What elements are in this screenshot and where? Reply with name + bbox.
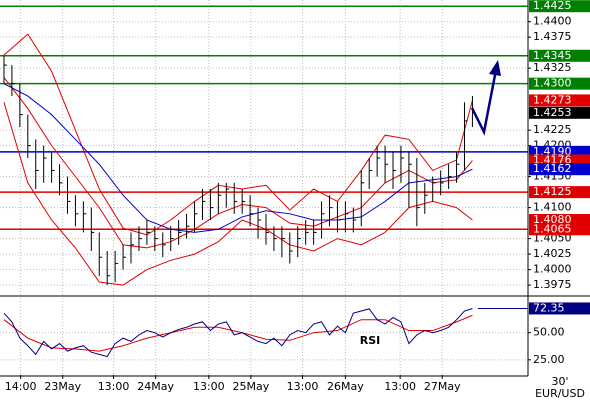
level-label: 1.4345 [533, 49, 572, 62]
y-tick-label: 1.4025 [533, 247, 572, 260]
level-label: 1.4080 [533, 213, 572, 226]
level-box [529, 186, 590, 199]
level-box [529, 223, 590, 236]
y-tick-label: 1.4375 [533, 30, 572, 43]
y-tick-label: 1.4100 [533, 201, 572, 214]
y-tick-label: 1.3975 [533, 278, 572, 291]
level-label: 1.4300 [533, 77, 572, 90]
level-box [529, 106, 590, 119]
indicator-line [3, 102, 473, 286]
y-tick-label: 1.4225 [533, 123, 572, 136]
rsi-tick-label: 25.00 [533, 353, 565, 366]
trend-arrow-head [489, 60, 501, 76]
timeframe: 30' [551, 375, 568, 388]
level-label: 1.4065 [533, 222, 572, 235]
level-box [529, 94, 590, 107]
rsi-last-label: 72.35 [533, 301, 565, 314]
level-box [529, 0, 590, 13]
x-tick-label: 13:00 [287, 380, 319, 393]
rsi-label: RSI [360, 334, 381, 347]
x-tick-label: 25May [233, 380, 270, 393]
rsi-line [3, 307, 473, 358]
x-tick-label: 27May [424, 380, 461, 393]
indicator-line [3, 83, 473, 233]
x-tick-label: 13:00 [384, 380, 416, 393]
rsi-last-box [529, 302, 590, 315]
level-box [529, 214, 590, 227]
level-label: 1.4253 [533, 106, 572, 119]
x-tick-label: 23May [44, 380, 81, 393]
trend-arrow [470, 69, 498, 136]
level-label: 1.4125 [533, 185, 572, 198]
level-box [529, 77, 590, 90]
plot [0, 5, 528, 358]
symbol: EUR/USD [535, 387, 585, 400]
level-label: 1.4273 [533, 93, 572, 106]
level-box [529, 163, 590, 176]
y-tick-label: 1.4000 [533, 263, 572, 276]
rsi-tick-label: 50.00 [533, 326, 565, 339]
x-tick-label: 13:00 [98, 380, 130, 393]
level-box [529, 49, 590, 62]
indicator-line [3, 33, 473, 236]
x-tick-label: 13:00 [193, 380, 225, 393]
x-tick-label: 14:00 [5, 380, 37, 393]
x-tick-label: 26May [327, 380, 364, 393]
y-tick-label: 1.4400 [533, 15, 572, 28]
level-label: 1.4162 [533, 162, 572, 175]
x-tick-label: 24May [137, 380, 174, 393]
level-label: 1.4425 [533, 0, 572, 12]
axis: 14:00 23May 13:00 24May 13:00 25May 13:00 26May… [5, 0, 590, 393]
y-tick-label: 1.4325 [533, 61, 572, 74]
